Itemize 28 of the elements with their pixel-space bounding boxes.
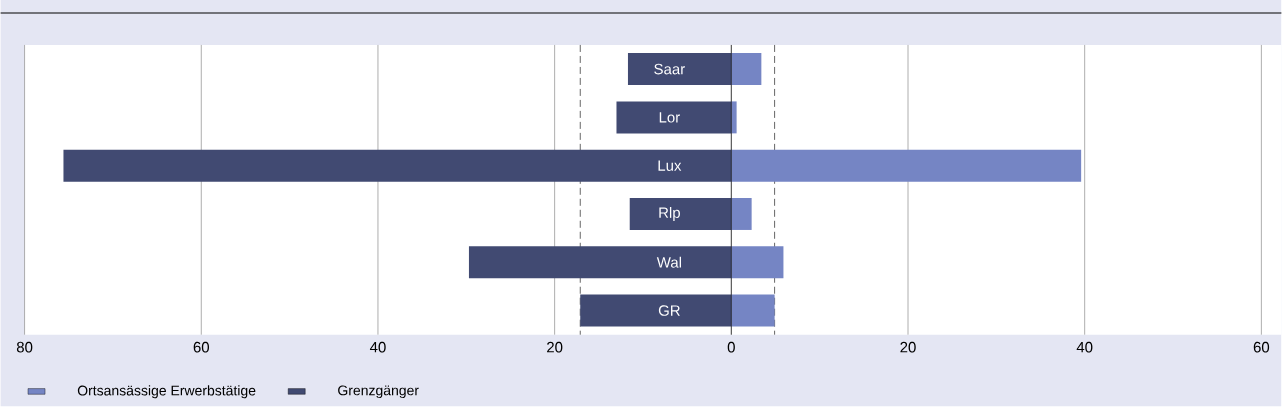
legend-label: Grenzgänger [338, 385, 419, 399]
x-tick-label: 20 [900, 342, 916, 353]
bar [63, 149, 732, 182]
y-tick-label: Wal [656, 256, 681, 268]
y-tick-label: Lux [658, 160, 682, 172]
bar [731, 294, 775, 327]
bar [629, 198, 732, 231]
x-tick-label: 60 [193, 342, 210, 353]
bar [731, 101, 737, 134]
x-tick-label: 40 [369, 342, 386, 353]
x-tick-label: 40 [1076, 342, 1093, 353]
bar [731, 246, 784, 279]
y-tick-label: Saar [654, 63, 685, 75]
bar [731, 53, 762, 86]
bar [580, 294, 732, 327]
x-tick-label: 20 [547, 342, 563, 353]
bar [731, 198, 752, 231]
y-tick-label: Rlp [659, 207, 680, 222]
bar [616, 101, 732, 134]
bar [627, 53, 732, 86]
y-tick-label: Lor [659, 112, 680, 123]
legend-label: Ortsansässige Erwerbstätige [77, 385, 256, 399]
bar [731, 149, 1082, 182]
x-tick-label: 0 [727, 342, 735, 353]
x-tick-label: 80 [16, 342, 33, 353]
y-tick-label: GR [658, 305, 680, 317]
bar [468, 246, 732, 279]
x-tick-label: 60 [1253, 342, 1270, 353]
